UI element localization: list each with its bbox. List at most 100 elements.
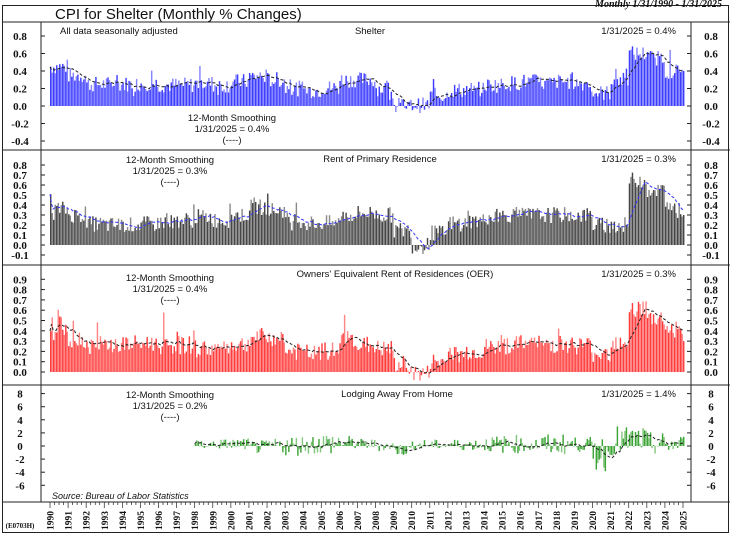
bar	[598, 357, 601, 372]
bar	[413, 446, 415, 450]
x-tick-label: 2015	[499, 511, 509, 530]
bar	[318, 222, 320, 245]
bar	[59, 212, 61, 245]
y-tick-label-left: 6	[17, 402, 23, 414]
bar	[441, 101, 444, 106]
bar	[158, 91, 160, 106]
x-tick-label: 2004	[300, 511, 310, 530]
bar	[227, 227, 230, 245]
bar	[609, 446, 611, 455]
bar	[239, 221, 242, 245]
bar	[366, 81, 368, 106]
bar	[218, 348, 221, 372]
bar	[613, 79, 616, 106]
bar	[294, 214, 296, 245]
bar	[395, 106, 397, 112]
bar	[212, 351, 215, 372]
bar	[393, 358, 396, 372]
x-tick-label: 2011	[426, 511, 436, 530]
bar	[155, 79, 157, 106]
bar	[434, 359, 436, 372]
bar	[613, 349, 616, 372]
bar	[598, 217, 601, 245]
bar	[529, 78, 531, 106]
bar	[597, 96, 599, 106]
bar	[303, 350, 305, 372]
bar	[181, 82, 183, 106]
bar	[589, 437, 591, 446]
bar	[600, 446, 602, 459]
bar	[642, 184, 644, 245]
bar	[306, 230, 308, 245]
bar	[425, 245, 427, 249]
bar	[679, 72, 682, 106]
bar	[642, 47, 644, 106]
bar	[254, 201, 257, 245]
bar	[563, 81, 566, 106]
bar	[71, 76, 73, 106]
bar	[93, 343, 96, 372]
bar	[294, 85, 296, 106]
bar	[264, 202, 266, 245]
bar	[461, 228, 463, 245]
bar	[245, 439, 248, 446]
bar	[80, 344, 82, 372]
bar	[107, 77, 109, 106]
bar	[368, 444, 370, 446]
bar	[481, 446, 483, 448]
bar	[538, 335, 540, 372]
bar	[500, 78, 503, 106]
bar	[462, 357, 465, 372]
x-tick-label: 2009	[390, 511, 400, 530]
bar	[110, 339, 112, 372]
bar	[248, 72, 251, 106]
bar	[163, 92, 165, 106]
bar	[405, 106, 408, 109]
bar	[129, 217, 132, 245]
bar	[432, 240, 435, 245]
bar	[606, 86, 608, 106]
bar	[652, 444, 655, 446]
bar	[455, 445, 457, 446]
bar	[422, 97, 424, 106]
bar	[129, 81, 132, 106]
bar	[526, 344, 528, 372]
x-tick-label: 1998	[191, 511, 201, 530]
bar	[401, 446, 403, 454]
bar	[502, 446, 504, 453]
bar	[72, 72, 75, 106]
bar	[560, 446, 563, 453]
x-tick-label: 2018	[553, 511, 563, 530]
bar	[683, 436, 685, 446]
bar	[336, 443, 338, 446]
bar	[86, 82, 88, 106]
bar	[72, 320, 75, 372]
bar	[542, 437, 545, 446]
bar	[479, 444, 481, 446]
x-tick-label: 1990	[47, 511, 57, 530]
bar	[89, 216, 91, 245]
bar	[580, 221, 582, 245]
bar	[600, 223, 602, 245]
bar	[597, 219, 599, 245]
bar	[633, 446, 635, 447]
bar	[481, 221, 483, 245]
bar	[233, 79, 236, 106]
bar	[579, 215, 581, 245]
bar	[179, 84, 182, 106]
bar	[54, 332, 56, 372]
bar	[92, 341, 94, 372]
bar	[417, 245, 420, 250]
bar	[378, 86, 380, 106]
bar	[116, 75, 118, 106]
bar	[432, 446, 435, 447]
bar	[381, 355, 384, 372]
x-tick-label: 2002	[264, 511, 274, 530]
bar	[390, 341, 393, 372]
bar	[313, 97, 316, 106]
bar	[295, 359, 298, 372]
bar	[74, 80, 76, 106]
bar	[616, 231, 619, 245]
bar	[580, 83, 582, 106]
bar	[208, 348, 210, 372]
